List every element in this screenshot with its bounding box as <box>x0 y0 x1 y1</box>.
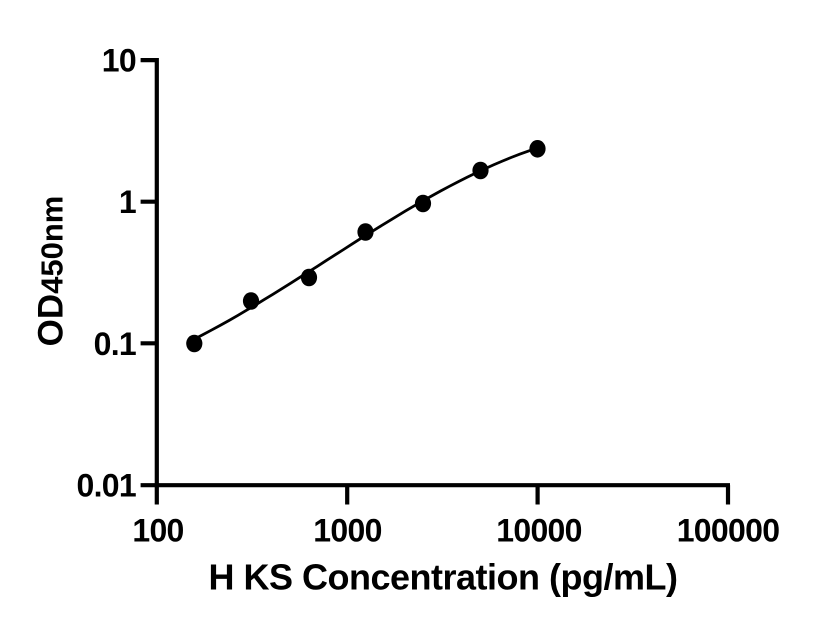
svg-text:0.1: 0.1 <box>94 326 136 362</box>
svg-text:OD450nm: OD450nm <box>32 196 71 347</box>
svg-text:1: 1 <box>119 184 136 220</box>
svg-text:100000: 100000 <box>677 512 780 548</box>
svg-text:0.01: 0.01 <box>77 467 136 503</box>
svg-text:1000: 1000 <box>313 512 381 548</box>
svg-text:10000: 10000 <box>496 512 582 548</box>
svg-text:100: 100 <box>132 512 183 548</box>
svg-text:10: 10 <box>102 43 136 79</box>
svg-text:H KS Concentration (pg/mL): H KS Concentration (pg/mL) <box>209 557 678 598</box>
